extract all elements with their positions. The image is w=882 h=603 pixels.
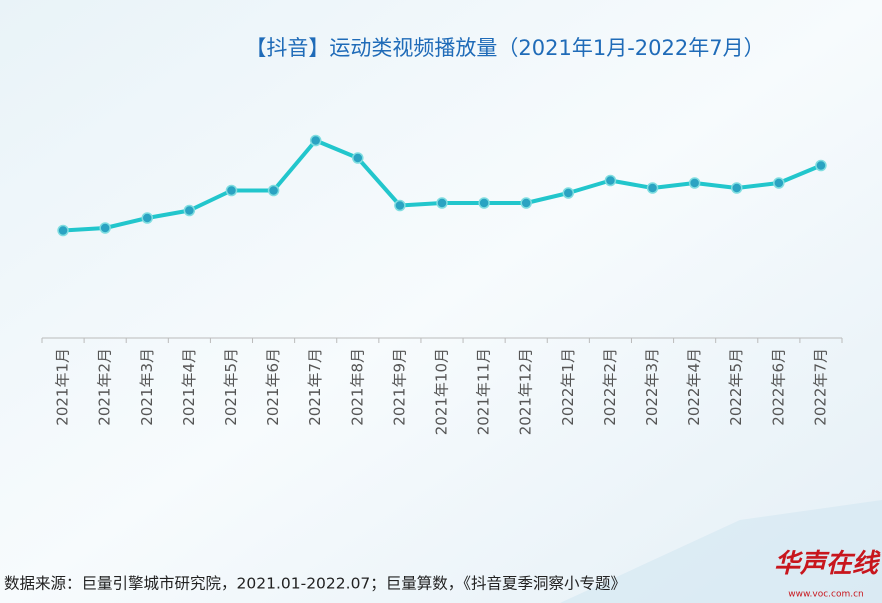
x-tick-label: 2021年4月 <box>180 348 198 426</box>
point <box>436 197 448 209</box>
point <box>183 204 196 217</box>
x-tick-label: 2021年11月 <box>475 348 493 435</box>
source-note: 数据来源：巨量引擎城市研究院，2021.01-2022.07；巨量算数，《抖音夏… <box>4 574 626 593</box>
point <box>352 152 364 164</box>
point <box>99 222 111 234</box>
point <box>815 159 827 172</box>
point <box>604 174 617 187</box>
decor <box>560 500 882 603</box>
x-tick-label: 2021年3月 <box>138 348 156 426</box>
x-tick-label: 2021年2月 <box>96 348 114 426</box>
point <box>562 187 575 199</box>
x-tick-label: 2021年6月 <box>264 348 282 426</box>
point <box>730 182 743 194</box>
x-tick-label: 2022年3月 <box>643 348 661 426</box>
point <box>478 197 490 209</box>
point <box>141 212 154 224</box>
watermark-url: www.voc.com.cn <box>788 590 864 600</box>
watermark-logo: 华声在线 <box>774 549 881 579</box>
point <box>394 199 406 212</box>
point <box>57 224 69 237</box>
x-tick-label: 2021年12月 <box>517 348 535 435</box>
x-tick-label: 2021年8月 <box>348 348 366 426</box>
point <box>773 177 785 189</box>
x-tick-label: 2021年1月 <box>54 348 72 426</box>
point <box>646 182 659 194</box>
chart-title: 【抖音】运动类视频播放量（2021年1月-2022年7月） <box>245 36 764 60</box>
x-tick-label: 2022年7月 <box>811 348 829 426</box>
x-tick-label: 2021年9月 <box>390 348 408 426</box>
x-tick-label: 2021年7月 <box>306 348 324 426</box>
x-tick-label: 2021年5月 <box>222 348 240 426</box>
point <box>225 184 238 197</box>
point <box>267 184 280 197</box>
x-tick-label: 2022年6月 <box>769 348 787 426</box>
point <box>309 134 322 147</box>
x-tick-label: 2022年4月 <box>685 348 703 426</box>
x-tick-label: 2022年1月 <box>559 348 577 426</box>
x-tick-label: 2022年2月 <box>601 348 619 426</box>
point <box>688 177 701 189</box>
point <box>520 197 532 209</box>
x-tick-label: 2021年10月 <box>433 348 451 435</box>
x-tick-label: 2022年5月 <box>727 348 745 426</box>
